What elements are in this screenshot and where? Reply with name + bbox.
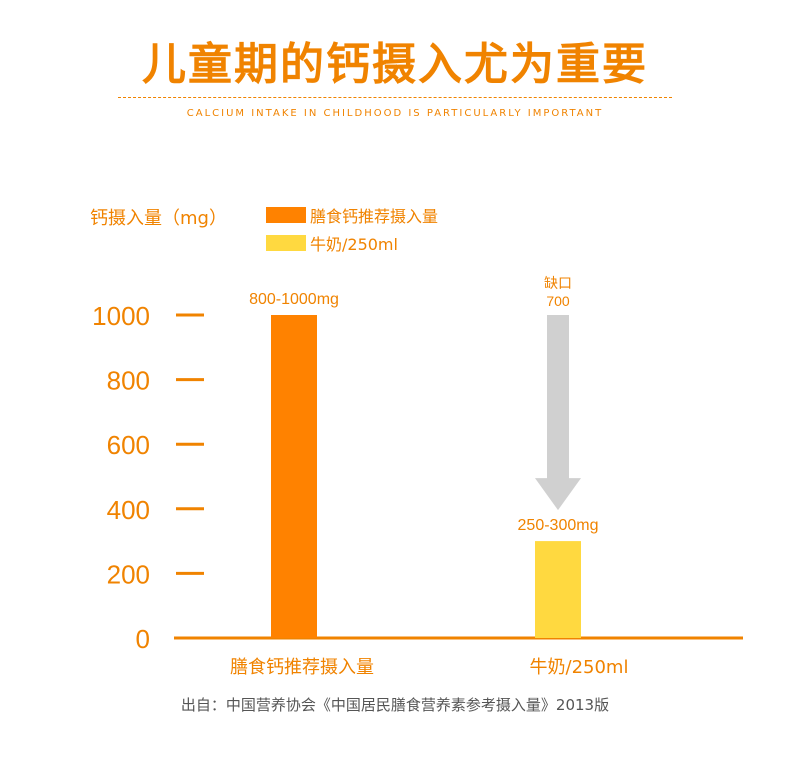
legend-item-milk: 牛奶/250ml: [266, 231, 398, 255]
source-note: 出自：中国营养协会《中国居民膳食营养素参考摄入量》2013版: [180, 696, 610, 714]
legend-swatch-milk: [266, 235, 306, 251]
y-axis-unit-label: 钙摄入量（mg）: [90, 208, 227, 229]
x-category-label: 牛奶/250ml: [530, 657, 629, 678]
bar-value-label: 250-300mg: [518, 517, 599, 534]
bar: [271, 315, 317, 638]
gap-value: 700: [546, 293, 570, 309]
page-subtitle: CALCIUM INTAKE IN CHILDHOOD IS PARTICULA…: [186, 108, 604, 119]
legend-item-recommended: 膳食钙推荐摄入量: [266, 203, 438, 227]
legend-label-milk: 牛奶/250ml: [310, 235, 398, 254]
y-tick-label: 0: [136, 624, 150, 654]
page-title: 儿童期的钙摄入尤为重要: [142, 39, 648, 90]
legend-swatch-recommended: [266, 207, 306, 223]
gap-label: 缺口: [544, 276, 572, 292]
y-tick-label: 800: [107, 366, 150, 396]
bar: [535, 541, 581, 638]
y-tick-label: 400: [107, 495, 150, 525]
y-tick-label: 200: [107, 559, 150, 589]
y-tick-label: 600: [107, 430, 150, 460]
x-category-label: 膳食钙推荐摄入量: [230, 657, 374, 678]
legend-label-recommended: 膳食钙推荐摄入量: [310, 207, 439, 226]
gap-arrow: [535, 315, 581, 511]
y-tick-label: 1000: [92, 301, 150, 331]
title-divider: [118, 97, 672, 98]
bar-value-label: 800-1000mg: [249, 291, 339, 308]
